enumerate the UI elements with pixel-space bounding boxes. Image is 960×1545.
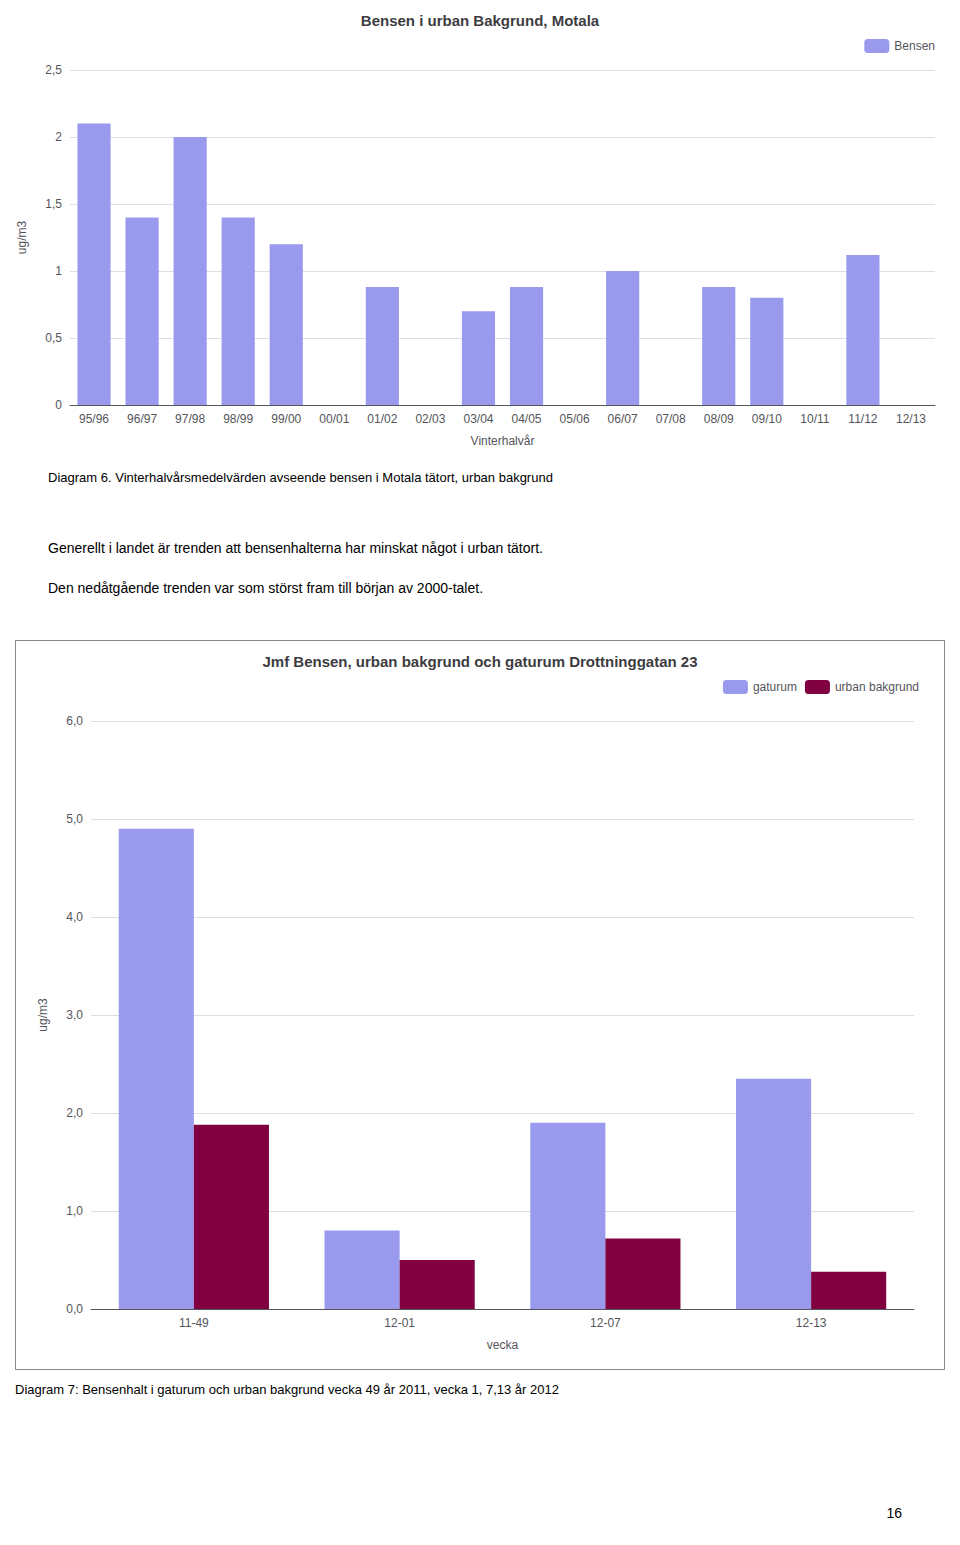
svg-text:vecka: vecka (487, 1338, 519, 1352)
html-text:Diagram 6. Vinterhalvårsmedelv: Diagram 6. Vinterhalvårsmedelvärden avse… (48, 470, 553, 485)
svg-text:ug/m3: ug/m3 (15, 221, 29, 255)
svg-text:1,5: 1,5 (45, 197, 62, 211)
svg-text:09/10: 09/10 (752, 412, 782, 426)
svg-text:97/98: 97/98 (175, 412, 205, 426)
svg-text:12-13: 12-13 (796, 1316, 827, 1330)
svg-text:0,5: 0,5 (45, 331, 62, 345)
svg-text:0,0: 0,0 (66, 1302, 83, 1316)
svg-text:2: 2 (55, 130, 62, 144)
svg-text:02/03: 02/03 (415, 412, 445, 426)
svg-text:12/13: 12/13 (896, 412, 926, 426)
svg-text:96/97: 96/97 (127, 412, 157, 426)
html-text:16: 16 (886, 1505, 902, 1521)
svg-text:11-49: 11-49 (179, 1316, 209, 1330)
svg-text:05/06: 05/06 (560, 412, 590, 426)
svg-text:1: 1 (55, 264, 62, 278)
svg-text:ug/m3: ug/m3 (36, 998, 50, 1032)
html-text:Diagram 7: Bensenhalt i gaturu: Diagram 7: Bensenhalt i gaturum och urba… (15, 1382, 559, 1397)
svg-text:6,0: 6,0 (66, 714, 83, 728)
svg-text:11/12: 11/12 (848, 412, 877, 426)
svg-text:urban bakgrund: urban bakgrund (835, 680, 919, 694)
svg-text:Bensen i urban Bakgrund, Motal: Bensen i urban Bakgrund, Motala (361, 12, 600, 29)
svg-text:2,0: 2,0 (66, 1106, 83, 1120)
svg-text:Vinterhalvår: Vinterhalvår (471, 434, 535, 448)
html-text:Generellt i landet är trenden: Generellt i landet är trenden att bensen… (48, 540, 543, 556)
svg-text:07/08: 07/08 (656, 412, 686, 426)
svg-text:4,0: 4,0 (66, 910, 83, 924)
html-text:Den nedåtgående trenden var so: Den nedåtgående trenden var som störst f… (48, 580, 483, 596)
svg-text:1,0: 1,0 (66, 1204, 83, 1218)
svg-text:Bensen: Bensen (894, 39, 935, 53)
svg-text:01/02: 01/02 (367, 412, 397, 426)
svg-text:3,0: 3,0 (66, 1008, 83, 1022)
svg-text:10/11: 10/11 (800, 412, 829, 426)
svg-text:00/01: 00/01 (319, 412, 349, 426)
svg-text:04/05: 04/05 (512, 412, 542, 426)
svg-text:95/96: 95/96 (79, 412, 109, 426)
svg-text:03/04: 03/04 (463, 412, 493, 426)
svg-text:99/00: 99/00 (271, 412, 301, 426)
svg-text:12-07: 12-07 (590, 1316, 621, 1330)
svg-text:gaturum: gaturum (753, 680, 797, 694)
svg-text:08/09: 08/09 (704, 412, 734, 426)
svg-text:0: 0 (55, 398, 62, 412)
svg-text:5,0: 5,0 (66, 812, 83, 826)
svg-text:98/99: 98/99 (223, 412, 253, 426)
svg-text:2,5: 2,5 (45, 63, 62, 77)
svg-text:12-01: 12-01 (384, 1316, 415, 1330)
svg-text:Jmf Bensen, urban bakgrund och: Jmf Bensen, urban bakgrund och gaturum D… (262, 653, 697, 670)
svg-text:06/07: 06/07 (608, 412, 638, 426)
